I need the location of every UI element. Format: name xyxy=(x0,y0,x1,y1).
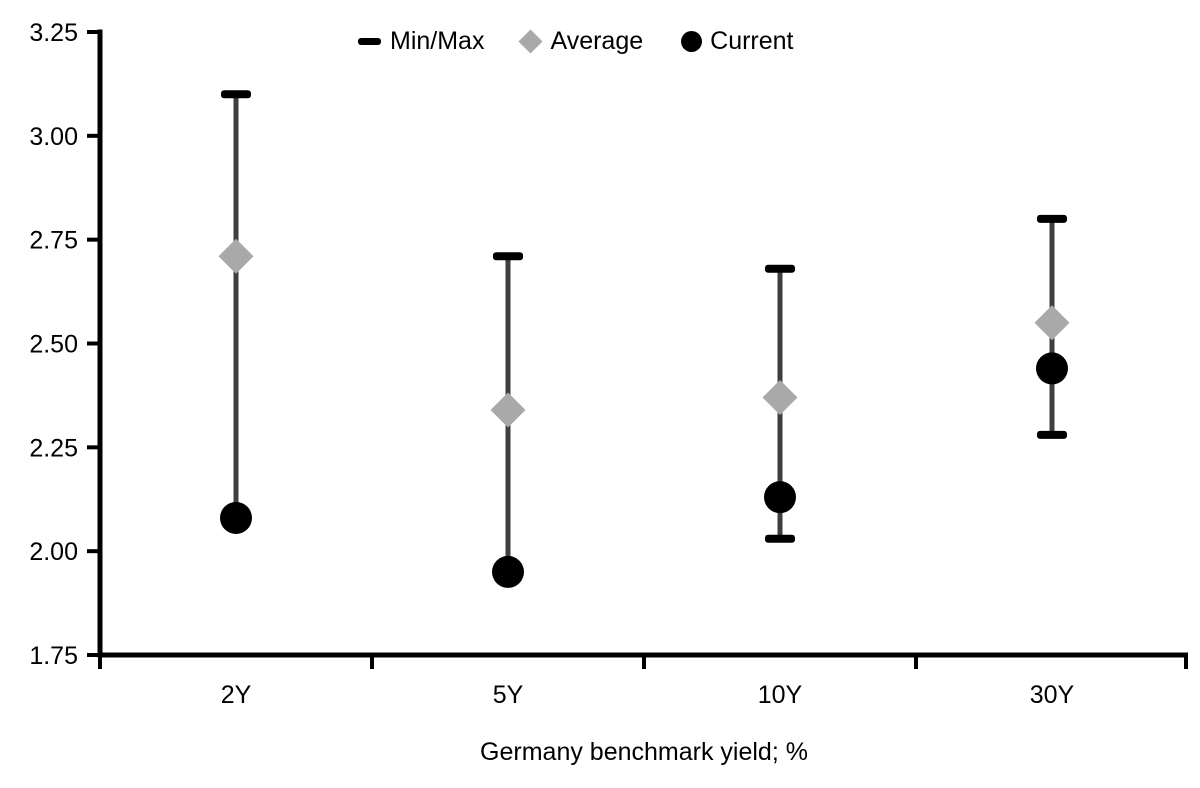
y-axis-tick-label: 2.75 xyxy=(29,227,78,255)
min-cap-30Y xyxy=(1037,430,1067,439)
average-marker-2Y xyxy=(218,238,254,274)
max-cap-2Y xyxy=(221,90,251,99)
legend-item-average: Average xyxy=(518,27,644,56)
x-axis-category-label: 10Y xyxy=(758,681,803,709)
legend-label-minmax: Min/Max xyxy=(390,27,485,55)
max-cap-10Y xyxy=(765,264,795,273)
average-diamond-icon xyxy=(518,29,543,54)
x-axis-category-label: 2Y xyxy=(221,681,252,709)
y-axis-tick-label: 3.00 xyxy=(29,123,78,151)
legend-label-average: Average xyxy=(550,27,644,55)
current-marker-30Y xyxy=(1036,352,1068,385)
y-axis-tick-label: 2.50 xyxy=(29,331,78,359)
minmax-dash-icon xyxy=(358,38,381,45)
average-marker-10Y xyxy=(762,379,798,415)
current-circle-icon xyxy=(681,31,703,52)
current-marker-2Y xyxy=(220,501,252,534)
y-axis-tick-label: 3.25 xyxy=(29,19,78,47)
current-marker-5Y xyxy=(492,555,524,588)
legend-label-current: Current xyxy=(710,27,794,55)
chart-legend: Min/Max Average Current xyxy=(358,27,794,56)
max-cap-5Y xyxy=(493,252,523,261)
current-marker-10Y xyxy=(764,481,796,514)
legend-item-minmax: Min/Max xyxy=(358,27,484,56)
min-cap-10Y xyxy=(765,534,795,543)
max-cap-30Y xyxy=(1037,214,1067,223)
legend-item-current: Current xyxy=(681,27,794,56)
x-axis-category-label: 5Y xyxy=(493,681,524,709)
x-axis-title: Germany benchmark yield; % xyxy=(480,738,808,766)
y-axis-tick-label: 1.75 xyxy=(29,642,78,670)
average-marker-5Y xyxy=(490,392,526,428)
average-marker-30Y xyxy=(1034,305,1070,341)
y-axis-tick-label: 2.00 xyxy=(29,538,78,566)
x-axis-category-label: 30Y xyxy=(1030,681,1075,709)
y-axis-tick-label: 2.25 xyxy=(29,434,78,462)
